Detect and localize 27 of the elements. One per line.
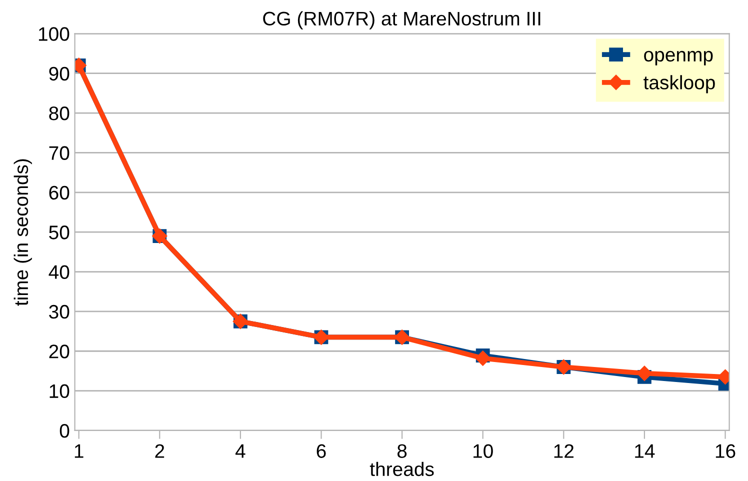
x-tick-label: 12 <box>554 444 574 458</box>
y-tick-label: 20 <box>49 344 70 358</box>
y-tick-label: 40 <box>48 265 70 279</box>
x-tick-label: 6 <box>316 444 326 458</box>
y-axis-title: time (in seconds) <box>14 159 32 306</box>
x-axis-title: threads <box>370 462 434 476</box>
x-tick-label: 2 <box>155 444 164 458</box>
x-tick-label: 10 <box>474 444 493 458</box>
y-tick-label: 60 <box>49 186 70 200</box>
x-tick-label: 16 <box>716 444 736 458</box>
y-tick-label: 0 <box>60 424 70 438</box>
x-tick-label: 8 <box>397 444 407 458</box>
y-tick-label: 50 <box>49 226 70 240</box>
point <box>636 366 652 381</box>
legend-label: openmp <box>644 50 713 66</box>
x-tick-label: 1 <box>74 444 84 458</box>
y-tick-label: 90 <box>49 66 70 81</box>
y-tick-label: 100 <box>38 27 70 41</box>
y-tick-label: 80 <box>49 106 70 120</box>
point <box>475 350 490 366</box>
legend-label: taskloop <box>644 75 715 94</box>
chart-title: CG (RM07R) at MareNostrum III <box>263 11 540 30</box>
y-tick-label: 10 <box>50 384 70 398</box>
x-tick-label: 14 <box>635 444 655 458</box>
y-tick-label: 70 <box>49 146 70 160</box>
y-tick-label: 30 <box>49 304 70 319</box>
x-tick-label: 4 <box>235 444 246 458</box>
